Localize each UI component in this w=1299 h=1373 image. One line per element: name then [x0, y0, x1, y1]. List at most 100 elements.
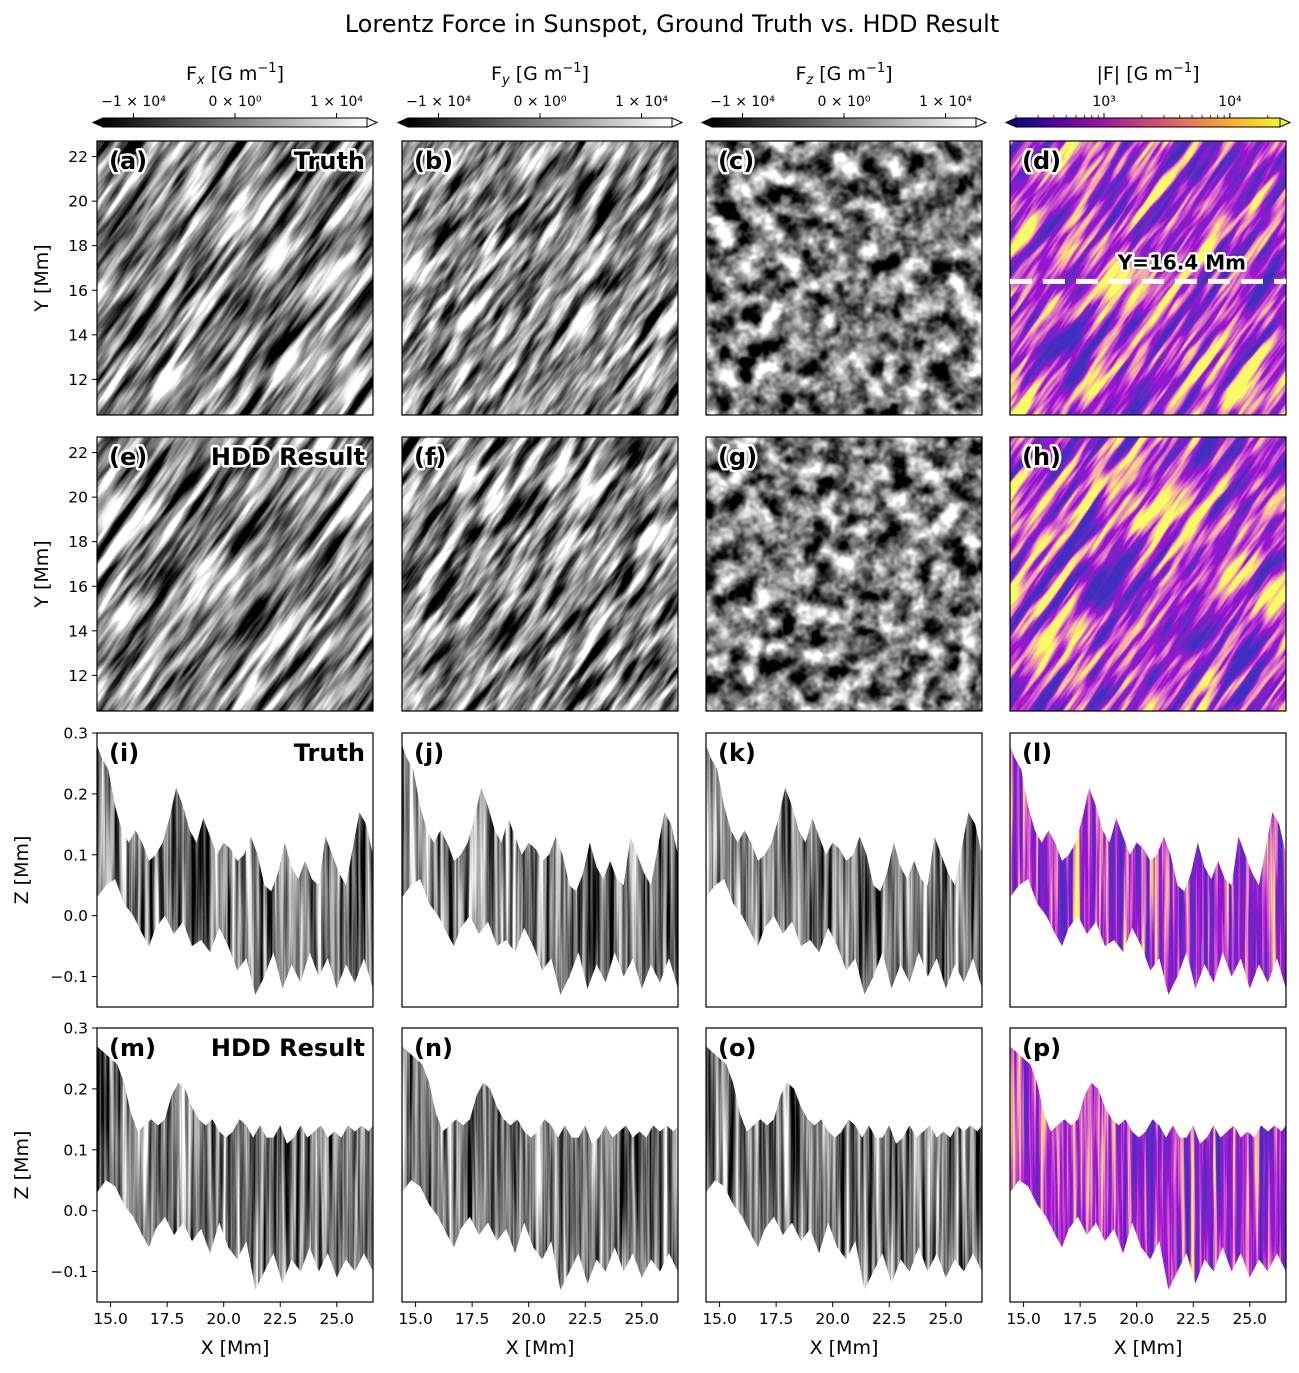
- colorbar-tick-label: 10³: [1092, 94, 1115, 110]
- panel-f: (f): [401, 436, 679, 712]
- panel-frame: [705, 436, 983, 712]
- heatmap-field: [706, 141, 982, 415]
- x-tick-label: 15.0: [398, 1310, 433, 1328]
- panel-frame: [1009, 140, 1287, 416]
- panel-letter: (l): [1022, 739, 1052, 767]
- x-tick-label: 20.0: [1119, 1310, 1154, 1328]
- y-tick-label: −0.1: [50, 1263, 88, 1281]
- panel-k: (k): [705, 732, 983, 1008]
- panel-frame: [1009, 436, 1287, 712]
- y-tick-label: 16: [68, 578, 88, 596]
- magnitude-field: [1010, 437, 1286, 711]
- slice-field: [706, 745, 982, 995]
- panel-d: (d) Y=16.4 Mm: [1009, 140, 1287, 416]
- panel-g: (g): [705, 436, 983, 712]
- y-tick-label: 22: [68, 148, 88, 166]
- y-tick-label: 14: [68, 326, 88, 344]
- x-tick-label: 25.0: [1233, 1310, 1268, 1328]
- x-tick-label: 25.0: [929, 1310, 964, 1328]
- magnitude-field: [1010, 141, 1286, 415]
- panel-letter: (o): [718, 1034, 756, 1062]
- x-tick-label: 20.0: [815, 1310, 850, 1328]
- x-tick-label: 20.0: [511, 1310, 546, 1328]
- colorbar-label: Fx [G m−1]: [186, 61, 284, 88]
- panel-letter: (m): [109, 1034, 156, 1062]
- heatmap-field: [97, 141, 373, 415]
- slice-annotation: Y=16.4 Mm: [1117, 250, 1246, 274]
- colorbar-extend-max: [671, 117, 684, 128]
- colorbar-gradient: [1016, 118, 1280, 127]
- y-tick-label: 14: [68, 622, 88, 640]
- y-tick-label: 20: [68, 489, 88, 507]
- panel-letter: (e): [109, 443, 147, 471]
- colorbar-4: |F| [G m−1] 10³ 10⁴: [1004, 61, 1292, 128]
- x-tick-label: 17.5: [455, 1310, 490, 1328]
- panel-letter: (f): [414, 443, 446, 471]
- panel-l: (l): [1009, 732, 1287, 1008]
- slice-field: [402, 745, 678, 995]
- colorbar-tick-label: 0 × 10⁰: [209, 94, 262, 110]
- y-tick-label: 18: [68, 533, 88, 551]
- panel-letter: (p): [1022, 1034, 1061, 1062]
- panel-e: (e) HDD Result 12 14 16 18 20 22 Y [Mm]: [31, 436, 374, 712]
- panel-letter: (a): [109, 147, 147, 175]
- panel-b: (b): [401, 140, 679, 416]
- panel-m: (m) HDD Result −0.1 0.0 0.1 0.2 0.3 Z [Mm] 15.0 1…: [11, 1020, 374, 1359]
- x-axis-label: X [Mm]: [506, 1337, 575, 1359]
- y-tick-label: 0.0: [63, 1202, 88, 1220]
- row-label: HDD Result: [211, 443, 365, 471]
- colorbar-frame: [1015, 117, 1281, 128]
- colorbar-tick-label: 10⁴: [1218, 94, 1242, 110]
- panel-frame: [705, 140, 983, 416]
- figure-title: Lorentz Force in Sunspot, Ground Truth v…: [345, 10, 1000, 38]
- colorbar-extend-max: [1279, 117, 1292, 128]
- heatmap-field: [706, 437, 982, 711]
- panel-frame: [96, 1027, 374, 1303]
- panel-frame: [1009, 1027, 1287, 1303]
- y-axis-label: Z [Mm]: [11, 836, 33, 905]
- x-axis-label: X [Mm]: [201, 1337, 270, 1359]
- colorbar-extend-max: [975, 117, 988, 128]
- colorbar-label: Fz [G m−1]: [795, 61, 892, 88]
- x-tick-label: 17.5: [759, 1310, 794, 1328]
- x-tick-label: 22.5: [872, 1310, 907, 1328]
- y-tick-label: 0.2: [63, 785, 88, 803]
- colorbar-tick-label: −1 × 10⁴: [710, 94, 775, 110]
- colorbar-label: Fy [G m−1]: [491, 61, 589, 88]
- panel-letter: (h): [1022, 443, 1061, 471]
- colorbar-extend-max: [366, 117, 379, 128]
- panel-j: (j): [401, 732, 679, 1008]
- panel-frame: [1009, 732, 1287, 1008]
- colorbar-tick-label: −1 × 10⁴: [101, 94, 166, 110]
- panel-h: (h): [1009, 436, 1287, 712]
- y-tick-label: 0.3: [63, 725, 88, 743]
- y-tick-label: 0.1: [63, 1141, 88, 1159]
- colorbars: Fx [G m−1] −1 × 10⁴ 0 × 10⁰ 1 × 10⁴ Fy [G m−…: [91, 61, 1292, 128]
- heatmap-field: [402, 141, 678, 415]
- panel-letter: (c): [718, 147, 754, 175]
- colorbar-gradient: [408, 118, 672, 127]
- colorbar-gradient: [712, 118, 976, 127]
- y-tick-label: 16: [68, 282, 88, 300]
- x-tick-label: 22.5: [263, 1310, 298, 1328]
- panel-frame: [96, 732, 374, 1008]
- panel-p: (p) 15.0 17.5 20.0 22.5 25.0 X [Mm]: [1006, 1027, 1287, 1359]
- x-tick-label: 15.0: [93, 1310, 128, 1328]
- row-label: Truth: [294, 147, 365, 175]
- x-tick-label: 17.5: [1063, 1310, 1098, 1328]
- x-tick-label: 15.0: [1006, 1310, 1041, 1328]
- colorbar-tick-label: 0 × 10⁰: [818, 94, 871, 110]
- x-tick-label: 25.0: [625, 1310, 660, 1328]
- panel-n: (n) 15.0 17.5 20.0 22.5 25.0 X [Mm]: [398, 1027, 679, 1359]
- y-tick-label: 0.1: [63, 846, 88, 864]
- slice-field: [97, 1046, 373, 1290]
- panel-letter: (j): [414, 739, 444, 767]
- colorbar-1: Fx [G m−1] −1 × 10⁴ 0 × 10⁰ 1 × 10⁴: [91, 61, 379, 128]
- x-tick-label: 22.5: [568, 1310, 603, 1328]
- y-tick-label: 0.3: [63, 1020, 88, 1038]
- colorbar-gradient: [103, 118, 367, 127]
- slice-field: [97, 745, 373, 995]
- colorbar-tick-label: 1 × 10⁴: [310, 94, 363, 110]
